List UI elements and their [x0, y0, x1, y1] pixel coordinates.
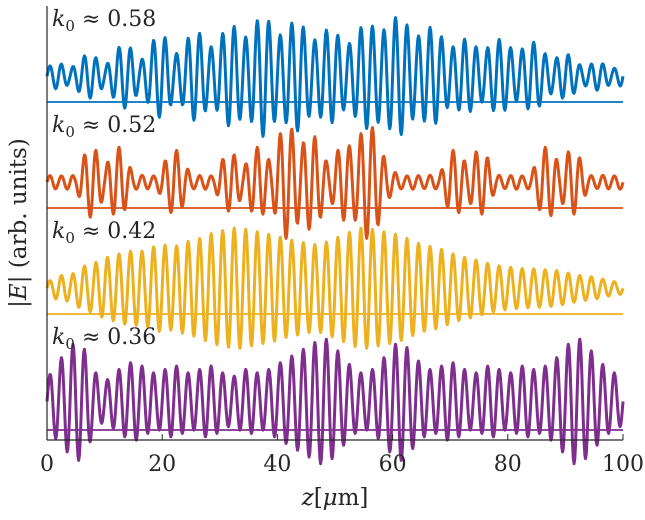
x-ticks-group: 0 20 40 60 80 100	[40, 434, 644, 477]
panel-3-label: k0 ≈ 0.42	[52, 219, 156, 247]
panel-1-label: k0 ≈ 0.58	[52, 7, 156, 35]
x-tick-label-60: 60	[379, 452, 407, 477]
x-axis-label: z[μm]	[301, 485, 369, 511]
panel-4-label: k0 ≈ 0.36	[52, 325, 156, 353]
panel-4: k0 ≈ 0.36	[45, 325, 625, 466]
y-axis-label: |E| (arb. units)	[6, 138, 32, 308]
x-tick-label-0: 0	[40, 452, 54, 477]
panel-1-series-line	[45, 16, 625, 138]
panel-2-label: k0 ≈ 0.52	[52, 113, 156, 141]
x-tick-label-80: 80	[494, 452, 522, 477]
panel-4-series-line	[45, 337, 625, 466]
x-tick-label-20: 20	[148, 452, 176, 477]
panel-3-series-line	[45, 226, 625, 350]
panel-2-series-line	[45, 126, 625, 240]
panel-1: k0 ≈ 0.58	[45, 7, 625, 138]
x-tick-label-100: 100	[602, 452, 644, 477]
x-tick-label-40: 40	[263, 452, 291, 477]
panel-2: k0 ≈ 0.52	[45, 113, 625, 240]
panels-group: k0 ≈ 0.58 k0 ≈ 0.52 k0 ≈ 0.42 k0 ≈ 0.36	[45, 7, 625, 466]
panel-3: k0 ≈ 0.42	[45, 219, 625, 350]
